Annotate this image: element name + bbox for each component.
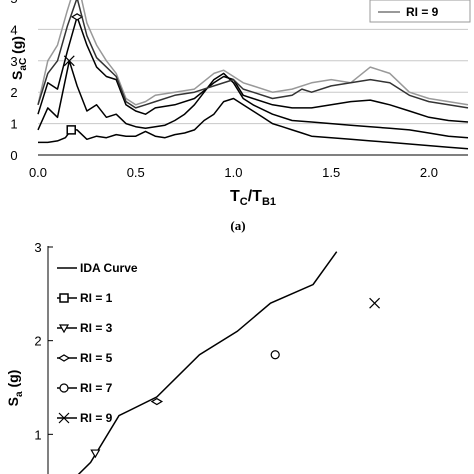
panel-a-x-tick-label: 2.0 [420, 165, 438, 180]
panel-b-chart: 1 2 3 Sa (g) IDA Curve RI = 1 RI = 3 RI = 5 RI… [5, 240, 381, 474]
panel-a-series-line-2 [37, 16, 469, 123]
panel-b-y-tick-label: 1 [34, 427, 41, 442]
panel-b-legend-label: RI = 1 [80, 291, 113, 305]
panel-b-legend-marker-triangle [58, 324, 70, 334]
panel-a-y-tick-label: 1 [10, 117, 17, 132]
panel-b-legend-label: RI = 9 [80, 411, 113, 425]
panel-b-legend-label: RI = 5 [80, 351, 113, 365]
panel-a-legend-label-ri9: RI = 9 [406, 5, 439, 19]
panel-b-marker-diamond [150, 397, 164, 406]
panel-b-ida-curve-line [77, 251, 338, 474]
panel-a-x-tick-label: 1.5 [322, 165, 340, 180]
panel-b-y-axis-label: Sa (g) [5, 370, 25, 407]
panel-b-y-ticks: 1 2 3 [34, 240, 53, 442]
panel-a-series-marker-0 [66, 125, 76, 135]
panel-a-x-tick-label: 0.5 [127, 165, 145, 180]
panel-a-series-marker-2 [70, 13, 84, 21]
panel-a-y-tick-label: 3 [10, 54, 17, 69]
panel-a-y-ticks: 0 1 2 3 4 5 [10, 0, 17, 163]
panel-a-series-line-0 [38, 97, 469, 150]
panel-a-y-tick-label: 4 [10, 22, 17, 37]
panel-a-y-tick-label: 5 [10, 0, 17, 6]
panel-b-y-tick-label: 2 [34, 334, 41, 349]
panel-a-series-line-4 [37, 0, 469, 109]
panel-b-legend-marker-circle [59, 383, 69, 393]
panel-a-x-ticks: 0.0 0.5 1.0 1.5 2.0 [29, 165, 438, 180]
panel-a-label: (a) [230, 218, 245, 233]
panel-a-x-axis-label: TC/TB1 [230, 188, 276, 208]
panel-b-legend: IDA Curve RI = 1 RI = 3 RI = 5 RI = 7 RI = 9 [57, 261, 138, 425]
panel-a-y-axis-label: SaC (g) [9, 36, 29, 80]
panel-a-series-line-1 [37, 60, 469, 139]
panel-b-y-tick-label: 3 [34, 240, 41, 255]
panel-a-legend: RI = 9 [369, 0, 471, 23]
panel-a-y-tick-label: 0 [10, 148, 17, 163]
panel-b-marker-triangle [90, 449, 101, 459]
panel-b-legend-label: RI = 7 [80, 381, 113, 395]
panel-a-chart: 0.0 0.5 1.0 1.5 2.0 0 1 2 3 4 5 SaC (g) TC/TB1 (a… [9, 0, 471, 233]
panel-b-legend-marker-square [59, 293, 69, 303]
panel-a-gridlines [38, 28, 468, 125]
panel-a-series-line-3 [37, 0, 469, 106]
panel-a-series-group [37, 0, 469, 150]
panel-a-y-tick-label: 2 [10, 85, 17, 100]
panel-a-x-tick-label: 1.0 [224, 165, 242, 180]
panel-b-marker-tick [369, 297, 381, 309]
panel-a-legend-box [369, 0, 471, 23]
panel-b-legend-marker-tick [58, 412, 70, 424]
panel-b-legend-label: RI = 3 [80, 321, 113, 335]
panel-b-legend-label: IDA Curve [80, 261, 138, 275]
panel-b-series-group [77, 251, 381, 474]
panel-b-marker-circle [270, 350, 280, 360]
panel-b-legend-marker-diamond [57, 354, 71, 362]
panel-a-x-tick-label: 0.0 [29, 165, 47, 180]
